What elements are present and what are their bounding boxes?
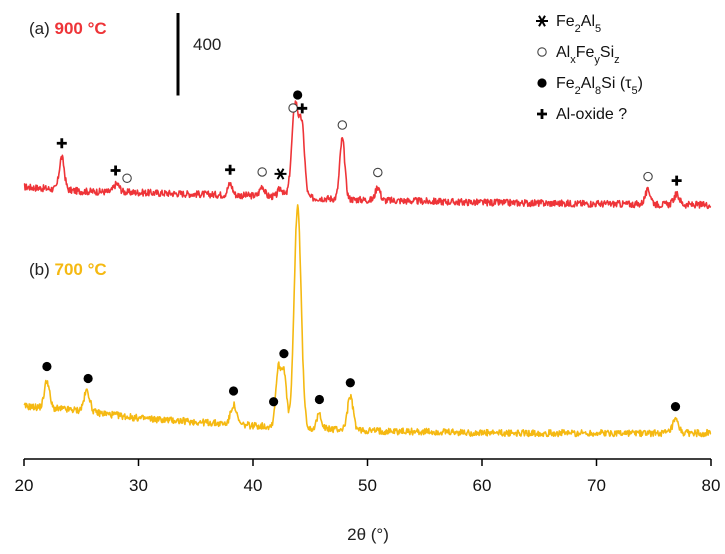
x-tick-label: 20 <box>15 476 34 495</box>
series-a-line <box>23 100 712 210</box>
series-b-line <box>23 204 712 438</box>
series-b-label: (b) 700 °C <box>29 260 107 279</box>
fe2al5-marker <box>274 168 287 180</box>
x-tick-label: 80 <box>702 476 721 495</box>
alxfeysiz-marker <box>643 171 653 182</box>
legend-label: Fe2Al8Si (τ5) <box>556 75 643 97</box>
legend-open-circle-icon <box>537 47 547 57</box>
alxfeysiz-marker <box>337 120 348 130</box>
x-tick-label: 40 <box>244 476 263 495</box>
alxfeysiz-marker <box>373 167 383 178</box>
x-tick-label: 70 <box>587 476 606 495</box>
series-b-temp: 700 °C <box>55 260 107 279</box>
x-tick-label: 50 <box>358 476 377 495</box>
al-oxide-marker <box>297 103 308 114</box>
x-tick-label: 30 <box>129 476 148 495</box>
series-layer <box>23 100 712 438</box>
fe2al8si-marker <box>269 397 279 407</box>
alxfeysiz-marker <box>122 173 132 183</box>
fe2al8si-marker <box>314 394 325 405</box>
fe2al8si-marker <box>279 349 289 359</box>
alxfeysiz-marker <box>257 167 267 177</box>
al-oxide-marker <box>225 164 236 175</box>
alxfeysiz-marker <box>288 103 298 113</box>
al-oxide-marker <box>110 165 121 176</box>
series-a-temp: 900 °C <box>55 19 107 38</box>
fe2al8si-marker <box>670 402 681 412</box>
fe2al8si-marker <box>42 361 52 372</box>
series-a-prefix: (a) <box>29 19 55 38</box>
legend: Fe2Al5 AlxFeySiz Fe2Al8Si (τ5) Al-oxide ? <box>536 13 643 123</box>
scale-bar-label: 400 <box>193 35 221 54</box>
al-oxide-marker <box>671 175 682 186</box>
legend-filled-circle-icon <box>537 78 547 88</box>
x-axis-label: 2θ (°) <box>347 525 389 544</box>
fe2al8si-marker <box>83 373 93 384</box>
x-tick-label: 60 <box>473 476 492 495</box>
series-b-prefix: (b) <box>29 260 55 279</box>
legend-label: AlxFeySiz <box>556 44 620 66</box>
fe2al8si-marker <box>345 378 355 388</box>
legend-label: Al-oxide ? <box>556 106 627 123</box>
series-a-label: (a) 900 °C <box>29 19 107 38</box>
fe2al8si-marker <box>293 90 303 100</box>
al-oxide-marker <box>56 138 67 149</box>
legend-plus-icon <box>537 109 547 119</box>
legend-label: Fe2Al5 <box>556 13 601 35</box>
fe2al8si-marker <box>228 386 239 396</box>
marker-layer <box>42 90 682 412</box>
x-axis-ticks: 20 30 40 50 60 70 80 <box>15 459 721 495</box>
legend-star-icon <box>536 15 548 27</box>
